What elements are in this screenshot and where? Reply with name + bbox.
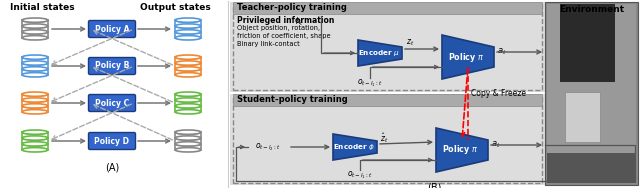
Text: $o_{t-l_2:t}$: $o_{t-l_2:t}$ [255, 141, 281, 153]
Text: $a_t$: $a_t$ [491, 140, 500, 150]
Bar [233, 94, 542, 106]
FancyBboxPatch shape [88, 95, 136, 111]
Text: $a_t$: $a_t$ [497, 47, 507, 57]
Text: Initial states: Initial states [10, 3, 74, 12]
Text: Policy D: Policy D [95, 136, 129, 146]
FancyBboxPatch shape [88, 58, 136, 74]
Text: Environment: Environment [559, 5, 624, 14]
Text: Binary link-contact: Binary link-contact [237, 41, 300, 47]
Text: (B): (B) [427, 183, 441, 188]
Bar [560, 4, 615, 82]
Text: $z_t$: $z_t$ [406, 38, 414, 48]
Bar [547, 153, 636, 183]
Text: Privileged information: Privileged information [237, 16, 337, 25]
FancyBboxPatch shape [88, 20, 136, 37]
Text: $\hat{z}_t$: $\hat{z}_t$ [380, 131, 388, 145]
Text: Policy $\pi$: Policy $\pi$ [448, 51, 484, 64]
Bar [545, 2, 638, 185]
Text: Policy C: Policy C [95, 99, 129, 108]
Polygon shape [442, 35, 494, 79]
Text: Output states: Output states [140, 3, 211, 12]
Text: Object position, rotation,: Object position, rotation, [237, 25, 320, 31]
Text: Student-policy training: Student-policy training [237, 96, 348, 105]
Text: Encoder $\phi$: Encoder $\phi$ [333, 142, 375, 152]
Bar [230, 94, 545, 185]
Bar [547, 4, 636, 183]
Text: (A): (A) [105, 163, 119, 173]
Bar [565, 92, 600, 142]
Text: Policy A: Policy A [95, 24, 129, 33]
Text: $o_{t-l_1:t}$: $o_{t-l_1:t}$ [348, 169, 372, 181]
Bar [233, 2, 542, 14]
Text: Encoder $\mu$: Encoder $\mu$ [358, 48, 400, 58]
Polygon shape [436, 128, 488, 172]
Text: friction of coefficient, shape: friction of coefficient, shape [237, 33, 331, 39]
FancyBboxPatch shape [88, 133, 136, 149]
Text: Policy $\pi$: Policy $\pi$ [442, 143, 478, 156]
Bar [233, 96, 542, 183]
Bar [230, 2, 545, 92]
Text: $h_t$: $h_t$ [295, 16, 304, 29]
Text: $o_{t-l_1:t}$: $o_{t-l_1:t}$ [357, 77, 383, 89]
Text: Teacher-policy training: Teacher-policy training [237, 4, 347, 12]
Text: Policy B: Policy B [95, 61, 129, 70]
Bar [233, 4, 542, 90]
Polygon shape [358, 40, 402, 66]
Text: Copy & Freeze: Copy & Freeze [471, 89, 526, 99]
Polygon shape [333, 134, 377, 160]
